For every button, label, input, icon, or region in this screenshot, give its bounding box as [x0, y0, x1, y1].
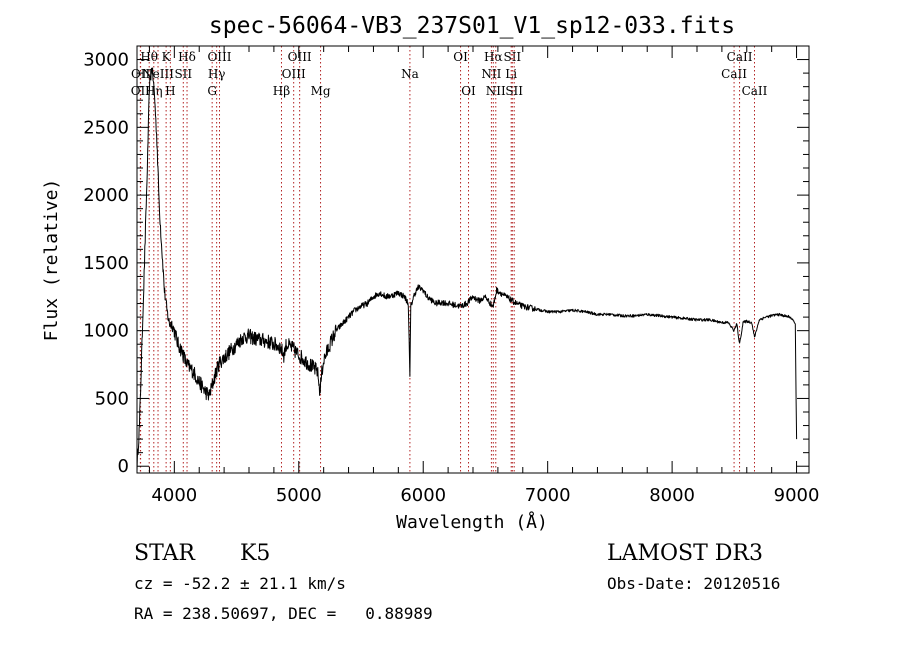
x-tick-label-5: 9000	[774, 485, 820, 506]
x-axis-label: Wavelength (Å)	[396, 511, 548, 533]
y-tick-label-3: 1500	[83, 253, 129, 274]
marker-label-24: SII	[505, 84, 523, 98]
marker-label-14: OIII	[288, 50, 312, 64]
x-tick-label-1: 5000	[276, 485, 322, 506]
y-tick-label-5: 2500	[83, 117, 129, 138]
y-tick-label-4: 2000	[83, 185, 129, 206]
x-axis-ticks: 4000 5000 6000 7000 8000 9000	[148, 46, 820, 506]
x-tick-label-0: 4000	[151, 485, 197, 506]
marker-label-16: Na	[401, 67, 419, 81]
coordinates-text: RA = 238.50697, DEC = 0.88989	[134, 604, 433, 623]
spectrum-line	[136, 67, 798, 472]
redshift-text: cz = -52.2 ± 21.1 km/s	[134, 574, 346, 593]
marker-label-18: OI	[461, 84, 476, 98]
y-axis-ticks: 0 500 1000 1500 2000 2500 3000	[83, 50, 809, 477]
observation-date: Obs-Date: 20120516	[607, 574, 780, 593]
marker-label-23: SII	[503, 50, 521, 64]
marker-label-6: H	[165, 84, 175, 98]
y-axis-label: Flux (relative)	[41, 179, 62, 342]
y-tick-label-6: 3000	[83, 50, 129, 71]
x-tick-label-2: 6000	[400, 485, 446, 506]
object-subclass: K5	[240, 541, 270, 566]
marker-label-22: Li	[505, 67, 517, 81]
marker-label-11: OIII	[207, 50, 231, 64]
marker-label-1: OII	[131, 67, 151, 81]
marker-label-8: Hδ	[178, 50, 196, 64]
marker-label-5: K	[162, 50, 172, 64]
y-tick-label-2: 1000	[83, 321, 129, 342]
marker-label-10: Hγ	[208, 67, 226, 81]
y-tick-label-0: 0	[118, 456, 129, 477]
marker-label-2: Hθ	[140, 50, 158, 64]
marker-label-19: NII	[481, 67, 501, 81]
marker-label-4: NeIII	[142, 67, 174, 81]
marker-label-25: CaII	[721, 67, 747, 81]
marker-label-21: NII	[486, 84, 506, 98]
spectral-line-markers: OIIOIIHθHηNeIIIKHSIIHδGHγOIIIHβOIIIOIIIM…	[131, 46, 768, 473]
survey-name: LAMOST DR3	[607, 541, 763, 566]
marker-label-26: CaII	[727, 50, 753, 64]
marker-label-13: OIII	[282, 67, 306, 81]
marker-label-7: SII	[174, 67, 192, 81]
marker-label-9: G	[207, 84, 217, 98]
spectrum-curve-group	[136, 67, 798, 472]
object-class: STAR	[134, 541, 196, 566]
x-tick-label-3: 7000	[525, 485, 571, 506]
marker-label-17: OI	[453, 50, 468, 64]
marker-label-15: Mg	[311, 84, 331, 98]
x-tick-label-4: 8000	[649, 485, 695, 506]
marker-label-12: Hβ	[273, 84, 290, 98]
plot-frame	[136, 45, 810, 474]
y-tick-label-1: 500	[95, 388, 129, 409]
marker-label-20: Hα	[484, 50, 503, 64]
marker-label-27: CaII	[742, 84, 768, 98]
chart-title: spec-56064-VB3_237S01_V1_sp12-033.fits	[209, 13, 735, 39]
